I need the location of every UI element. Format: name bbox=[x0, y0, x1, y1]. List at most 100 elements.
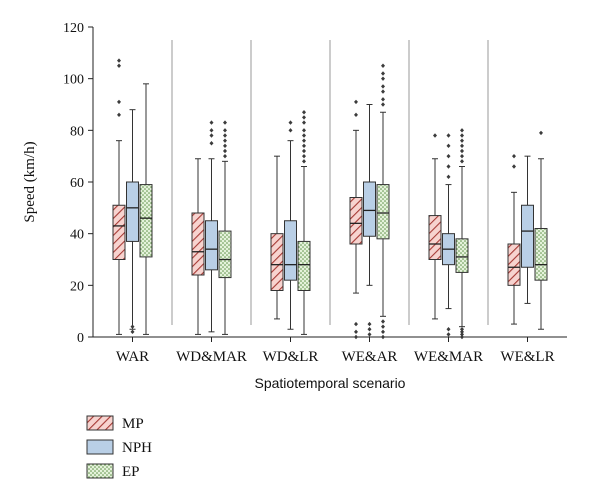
outlier-point bbox=[539, 130, 543, 136]
box-nph bbox=[284, 120, 297, 330]
outlier-point bbox=[117, 63, 121, 68]
outlier-point bbox=[209, 128, 214, 133]
outlier-point bbox=[354, 99, 358, 105]
legend-label-nph: NPH bbox=[122, 440, 152, 456]
x-tick-label: WAR bbox=[116, 349, 149, 365]
outlier-point bbox=[209, 133, 214, 138]
outlier-point bbox=[302, 153, 306, 159]
outlier-point bbox=[130, 329, 135, 335]
box-body bbox=[534, 228, 548, 281]
x-tick-label: WE&MAR bbox=[414, 349, 483, 365]
box-mp bbox=[270, 155, 284, 320]
y-axis-label: Speed (km/h) bbox=[22, 141, 38, 222]
scenario-separators bbox=[171, 40, 489, 325]
outlier-point bbox=[460, 329, 464, 335]
outlier-point bbox=[381, 97, 385, 102]
x-tick-labels: WAR WD&MAR WD&LR WE&AR WE&MAR WE&LR bbox=[116, 337, 555, 365]
outlier-point bbox=[460, 153, 464, 159]
outlier-point bbox=[446, 143, 451, 149]
outlier-point bbox=[381, 71, 385, 76]
box-body bbox=[428, 215, 442, 260]
x-axis-label: Spatiotemporal scenario bbox=[255, 375, 406, 391]
box-ep bbox=[139, 83, 153, 335]
y-ticks: 0 20 40 60 80 100 120 bbox=[63, 21, 93, 346]
outlier-point bbox=[512, 164, 516, 169]
box-body bbox=[376, 184, 390, 240]
legend-swatch-ep bbox=[86, 463, 114, 479]
y-tick-label: 40 bbox=[70, 228, 84, 243]
outlier-point bbox=[223, 143, 227, 149]
outlier-point bbox=[446, 164, 451, 169]
box-ep bbox=[455, 128, 469, 340]
legend: MP NPH EP bbox=[86, 415, 152, 480]
outlier-point bbox=[354, 334, 358, 340]
box-body bbox=[349, 197, 363, 245]
outlier-point bbox=[354, 329, 358, 335]
outlier-point bbox=[354, 321, 358, 327]
legend-label-mp: MP bbox=[122, 416, 144, 432]
box-body bbox=[112, 204, 126, 260]
outlier-point bbox=[354, 112, 358, 118]
outlier-point bbox=[460, 159, 464, 164]
outlier-point bbox=[117, 112, 121, 118]
outlier-point bbox=[460, 148, 464, 154]
outlier-point bbox=[209, 141, 214, 146]
outlier-point bbox=[302, 133, 306, 138]
legend-swatch-nph bbox=[86, 439, 114, 455]
outlier-point bbox=[381, 76, 385, 81]
outlier-point bbox=[460, 128, 464, 133]
outlier-point bbox=[302, 148, 306, 154]
box-body bbox=[507, 243, 521, 286]
outlier-point bbox=[223, 120, 227, 125]
box-nph bbox=[363, 104, 376, 337]
outlier-point bbox=[302, 128, 306, 133]
outlier-point bbox=[446, 153, 451, 159]
box-ep bbox=[376, 63, 390, 340]
box-nph bbox=[126, 109, 139, 335]
outlier-point bbox=[367, 332, 372, 337]
x-tick-label: WD&MAR bbox=[176, 349, 247, 365]
box-mp bbox=[191, 158, 205, 335]
y-tick-label: 20 bbox=[70, 279, 84, 294]
outlier-point bbox=[460, 133, 464, 138]
outlier-point bbox=[381, 324, 385, 329]
box-body bbox=[126, 181, 139, 242]
boxes bbox=[112, 58, 548, 340]
box-mp bbox=[507, 153, 521, 325]
outlier-point bbox=[381, 102, 385, 107]
outlier-point bbox=[223, 153, 227, 159]
outlier-point bbox=[302, 138, 306, 143]
box-nph bbox=[521, 155, 534, 304]
outlier-point bbox=[381, 319, 385, 324]
outlier-point bbox=[512, 153, 516, 159]
outlier-point bbox=[460, 327, 464, 332]
outlier-point bbox=[460, 143, 464, 149]
outlier-point bbox=[460, 138, 464, 143]
outlier-point bbox=[209, 120, 214, 125]
box-body bbox=[297, 240, 311, 292]
box-body bbox=[270, 233, 284, 292]
y-tick-label: 60 bbox=[70, 176, 84, 191]
box-body bbox=[455, 238, 469, 273]
outlier-point bbox=[302, 110, 306, 115]
box-body bbox=[521, 204, 534, 268]
outlier-point bbox=[288, 120, 293, 125]
outlier-point bbox=[117, 58, 121, 63]
y-tick-label: 80 bbox=[70, 124, 84, 139]
outlier-point bbox=[223, 148, 227, 154]
outlier-point bbox=[367, 321, 372, 327]
outlier-point bbox=[223, 138, 227, 143]
box-mp bbox=[112, 58, 126, 335]
outlier-point bbox=[302, 120, 306, 125]
outlier-point bbox=[433, 133, 437, 138]
outlier-point bbox=[223, 128, 227, 133]
box-mp bbox=[349, 99, 363, 340]
y-tick-label: 100 bbox=[63, 73, 84, 88]
box-body bbox=[191, 212, 205, 276]
x-tick-label: WE&AR bbox=[342, 349, 398, 365]
outlier-point bbox=[381, 329, 385, 335]
outlier-point bbox=[117, 99, 121, 105]
x-tick-label: WE&LR bbox=[500, 349, 554, 365]
outlier-point bbox=[302, 143, 306, 149]
